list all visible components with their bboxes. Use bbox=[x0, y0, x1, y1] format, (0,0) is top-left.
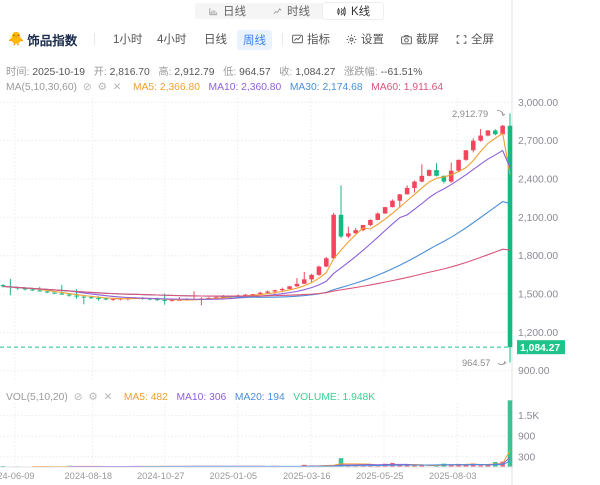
svg-text:2024-10-27: 2024-10-27 bbox=[137, 471, 185, 481]
svg-text:964.57: 964.57 bbox=[462, 358, 490, 368]
svg-text:1,800.00: 1,800.00 bbox=[518, 251, 558, 262]
svg-text:2025-01-05: 2025-01-05 bbox=[210, 471, 258, 481]
svg-text:1,500.00: 1,500.00 bbox=[518, 290, 558, 301]
svg-text:2,912.79: 2,912.79 bbox=[452, 109, 488, 119]
svg-text:2,400.00: 2,400.00 bbox=[518, 175, 558, 186]
svg-text:2,700.00: 2,700.00 bbox=[518, 136, 558, 147]
svg-text:2025-03-16: 2025-03-16 bbox=[283, 471, 331, 481]
svg-text:300: 300 bbox=[518, 452, 535, 463]
svg-text:2024-08-18: 2024-08-18 bbox=[65, 471, 113, 481]
svg-text:900: 900 bbox=[518, 432, 535, 443]
svg-text:3,000.00: 3,000.00 bbox=[518, 98, 558, 109]
svg-text:2024-06-09: 2024-06-09 bbox=[0, 471, 35, 481]
svg-text:2025-08-03: 2025-08-03 bbox=[429, 471, 477, 481]
svg-text:1.5K: 1.5K bbox=[518, 411, 539, 422]
svg-text:1,084.27: 1,084.27 bbox=[520, 343, 560, 354]
svg-text:2,100.00: 2,100.00 bbox=[518, 213, 558, 224]
svg-text:1,200.00: 1,200.00 bbox=[518, 328, 558, 339]
svg-text:2025-05-25: 2025-05-25 bbox=[356, 471, 404, 481]
svg-text:900.00: 900.00 bbox=[518, 366, 550, 377]
